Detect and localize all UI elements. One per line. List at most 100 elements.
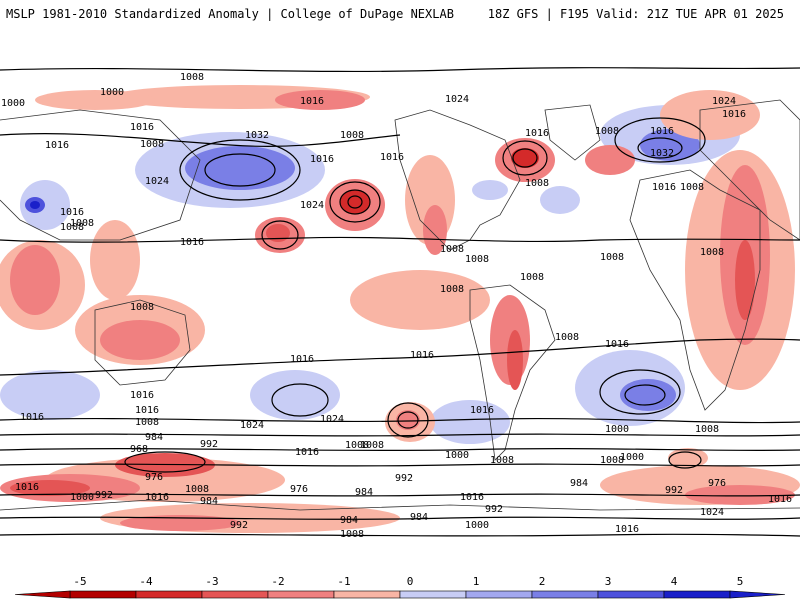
colorbar-swatch bbox=[201, 590, 269, 599]
contour-label: 1008 bbox=[140, 139, 164, 150]
contour-label: 1008 bbox=[440, 284, 464, 295]
contour-label: 1032 bbox=[245, 130, 269, 141]
contour-label: 1016 bbox=[310, 154, 334, 165]
isobar bbox=[0, 533, 800, 537]
colorbar-swatch bbox=[69, 590, 137, 599]
isobar-low bbox=[347, 195, 363, 209]
contour-label: 1024 bbox=[445, 94, 469, 105]
colorbar-swatch bbox=[267, 590, 335, 599]
contour-label: 1000 bbox=[100, 87, 124, 98]
negative-anomaly-area bbox=[35, 90, 155, 110]
isobar-high bbox=[204, 153, 276, 187]
isobar-low bbox=[261, 220, 299, 250]
australia-outline bbox=[94, 299, 191, 386]
isobar bbox=[0, 493, 800, 497]
negative-anomaly-area bbox=[10, 245, 60, 315]
positive-anomaly-area bbox=[185, 146, 295, 190]
colorbar-swatch bbox=[135, 590, 203, 599]
negative-anomaly-area bbox=[735, 240, 755, 320]
isobar-low bbox=[124, 451, 206, 473]
contour-label: 976 bbox=[290, 484, 308, 495]
negative-anomaly-area bbox=[266, 224, 290, 242]
isobar bbox=[0, 236, 800, 243]
contour-label: 1024 bbox=[712, 96, 736, 107]
contour-label: 1016 bbox=[20, 412, 44, 423]
contour-label: 1016 bbox=[525, 128, 549, 139]
coastlines bbox=[0, 99, 800, 511]
isobar bbox=[0, 433, 800, 437]
contour-label: 1000 bbox=[605, 424, 629, 435]
contour-label: 1016 bbox=[652, 182, 676, 193]
isobar-high bbox=[624, 384, 666, 406]
contour-label: 1008 bbox=[525, 178, 549, 189]
map-title: MSLP 1981-2010 Standardized Anomaly | Co… bbox=[6, 7, 454, 21]
colorbar-swatch bbox=[465, 590, 533, 599]
contour-label: 992 bbox=[200, 439, 218, 450]
europe-africa-outline bbox=[629, 169, 761, 411]
contour-label: 1008 bbox=[695, 424, 719, 435]
contour-label: 1008 bbox=[555, 332, 579, 343]
colorbar-tick-label: 0 bbox=[406, 575, 414, 588]
contour-label: 1016 bbox=[130, 390, 154, 401]
contour-label: 1008 bbox=[60, 222, 84, 233]
contour-label: 1032 bbox=[650, 148, 674, 159]
contour-label: 1024 bbox=[300, 200, 324, 211]
negative-anomaly-area bbox=[660, 90, 760, 140]
colorbar bbox=[14, 590, 786, 599]
contour-label: 1008 bbox=[70, 218, 94, 229]
contour-label: 1016 bbox=[15, 482, 39, 493]
isobar-low bbox=[502, 140, 548, 176]
contour-label: 1000 bbox=[465, 520, 489, 531]
isobar-high bbox=[271, 383, 329, 417]
contour-label: 1016 bbox=[650, 126, 674, 137]
negative-anomaly-area bbox=[275, 90, 365, 110]
isobar-low bbox=[329, 181, 381, 223]
positive-anomaly-area bbox=[620, 379, 676, 411]
contour-label: 992 bbox=[395, 473, 413, 484]
contour-label: 1016 bbox=[290, 354, 314, 365]
contour-label: 1008 bbox=[520, 272, 544, 283]
contour-label: 1024 bbox=[320, 414, 344, 425]
contour-label: 1016 bbox=[295, 447, 319, 458]
contour-label: 1000 bbox=[1, 98, 25, 109]
anomaly-map: 1008 1000 1016 1000 1016 1024 1024 1016 1008 1032… bbox=[0, 40, 800, 564]
contour-label: 1024 bbox=[145, 176, 169, 187]
contour-label: 1000 bbox=[70, 492, 94, 503]
contour-label: 1008 bbox=[680, 182, 704, 193]
isobar-contours bbox=[0, 67, 800, 537]
colorbar-tick-label: 3 bbox=[604, 575, 612, 588]
contour-label: 1008 bbox=[465, 254, 489, 265]
contour-label: 992 bbox=[485, 504, 503, 515]
contour-label: 1016 bbox=[605, 339, 629, 350]
contour-label: 1016 bbox=[130, 122, 154, 133]
negative-anomaly-area bbox=[10, 480, 90, 496]
isobar-low bbox=[512, 148, 538, 168]
colorbar-swatches bbox=[14, 590, 786, 599]
contour-label: 992 bbox=[665, 485, 683, 496]
positive-anomaly-area bbox=[30, 201, 40, 209]
asia-outline bbox=[0, 109, 201, 241]
colorbar-tick-label: -2 bbox=[271, 575, 285, 588]
north-america-outline bbox=[394, 109, 521, 251]
contour-label: 1008 bbox=[440, 244, 464, 255]
negative-anomaly-area bbox=[120, 515, 240, 531]
antarctica-outline bbox=[0, 499, 800, 511]
contour-label: 968 bbox=[130, 444, 148, 455]
south-america-outline bbox=[469, 284, 556, 461]
colorbar-swatch bbox=[333, 590, 401, 599]
isobar bbox=[0, 133, 401, 147]
isobar-low bbox=[397, 411, 419, 429]
colorbar-tick-label: 2 bbox=[538, 575, 546, 588]
contour-label: 1016 bbox=[180, 237, 204, 248]
contour-label: 976 bbox=[145, 472, 163, 483]
contour-label: 1016 bbox=[722, 109, 746, 120]
contour-label: 1024 bbox=[240, 420, 264, 431]
contour-label: 1008 bbox=[700, 247, 724, 258]
contour-label: 984 bbox=[355, 487, 373, 498]
positive-anomaly-area bbox=[0, 370, 100, 420]
contour-label: 1016 bbox=[410, 350, 434, 361]
greenland-outline bbox=[544, 104, 601, 161]
contour-label: 984 bbox=[200, 496, 218, 507]
contour-label: 1008 bbox=[135, 417, 159, 428]
positive-anomaly-area bbox=[640, 129, 700, 161]
